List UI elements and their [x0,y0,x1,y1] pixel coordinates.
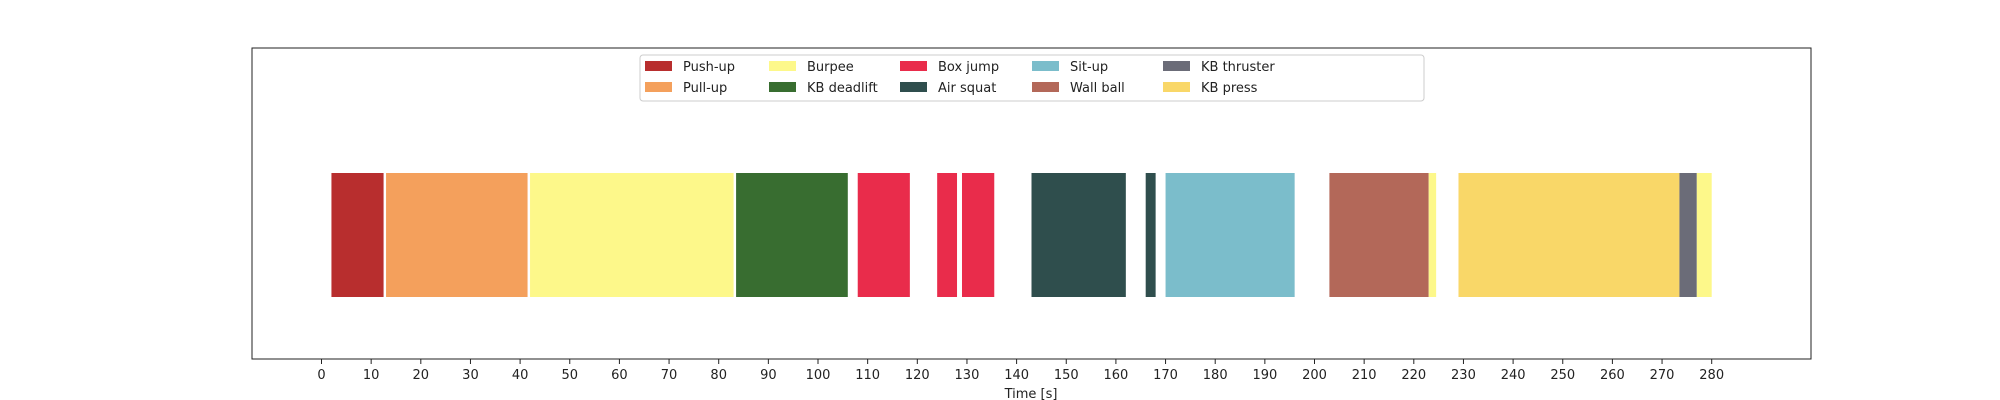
x-tick-label: 150 [1054,368,1079,383]
x-tick-label: 120 [905,368,930,383]
x-tick-label: 110 [855,368,880,383]
legend-swatch [645,61,672,71]
x-tick-label: 140 [1004,368,1029,383]
x-tick-label: 90 [760,368,777,383]
segment-push-up [331,173,384,297]
activity-segments [331,173,1712,297]
x-tick-label: 20 [413,368,430,383]
legend-label: Air squat [938,81,996,96]
segment-box-jump [961,173,995,297]
legend-swatch [1032,61,1059,71]
segment-pull-up [386,173,528,297]
segment-sit-up [1165,173,1295,297]
segment-box-jump [857,173,910,297]
legend-label: KB press [1201,81,1258,96]
legend-frame [639,54,1425,102]
segment-air-squat [1031,173,1126,297]
x-tick-label: 230 [1451,368,1476,383]
x-tick-label: 80 [710,368,727,383]
segment-air-squat [1145,173,1156,297]
legend-swatch [645,82,672,92]
segment-kb-thruster [1679,173,1697,297]
x-tick-label: 170 [1153,368,1178,383]
legend-label: Wall ball [1070,81,1125,96]
legend-label: Pull-up [683,81,727,96]
legend-label: Sit-up [1070,60,1108,75]
x-tick-label: 280 [1699,368,1724,383]
x-tick-label: 180 [1203,368,1228,383]
x-tick-label: 160 [1103,368,1128,383]
legend-swatch [769,61,796,71]
legend-swatch [1163,82,1190,92]
segment-kb-press [1458,173,1680,297]
legend-label: Burpee [807,60,854,75]
legend: Push-up Pull-up Burpee KB deadlift Box jump A… [639,54,1425,102]
x-tick-label: 10 [363,368,380,383]
x-tick-label: 200 [1302,368,1327,383]
x-tick-label: 210 [1352,368,1377,383]
segment-burpee [1428,173,1437,297]
x-tick-label: 30 [462,368,479,383]
legend-swatch [1032,82,1059,92]
x-tick-label: 130 [955,368,980,383]
x-tick-label: 50 [561,368,578,383]
x-tick-label: 270 [1650,368,1675,383]
x-axis-ticks: 0 10 20 30 40 50 60 70 80 90 100 110 120 130 140 150 160… [317,359,1724,383]
legend-swatch [900,61,927,71]
x-tick-label: 190 [1252,368,1277,383]
segment-burpee [1696,173,1712,297]
x-tick-label: 70 [661,368,678,383]
x-tick-label: 220 [1401,368,1426,383]
legend-label: KB deadlift [807,81,878,96]
x-tick-label: 250 [1550,368,1575,383]
x-tick-label: 40 [512,368,529,383]
segment-burpee [530,173,734,297]
legend-label: Box jump [938,60,999,75]
segment-wall-ball [1329,173,1429,297]
x-tick-label: 0 [317,368,325,383]
segment-kb-deadlift [736,173,848,297]
x-tick-label: 60 [611,368,628,383]
x-tick-label: 260 [1600,368,1625,383]
x-tick-label: 100 [806,368,831,383]
legend-label: KB thruster [1201,60,1275,75]
legend-swatch [1163,61,1190,71]
x-tick-label: 240 [1501,368,1526,383]
x-axis-label: Time [s] [1004,387,1058,400]
legend-swatch [900,82,927,92]
segment-box-jump [937,173,958,297]
legend-swatch [769,82,796,92]
legend-label: Push-up [683,60,735,75]
